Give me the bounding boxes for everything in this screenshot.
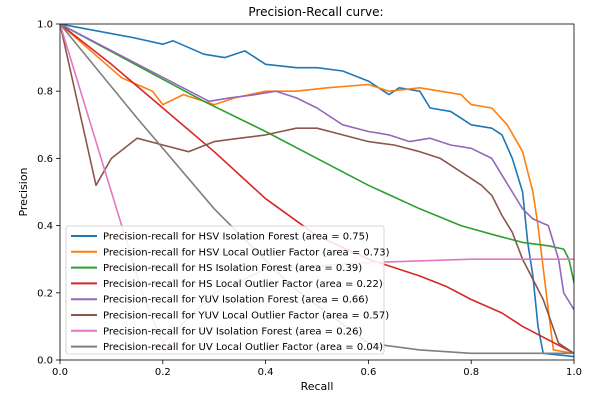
x-tick-label: 0.2 xyxy=(155,367,171,378)
legend-label: Precision-recall for HS Isolation Forest… xyxy=(103,263,362,274)
x-tick-label: 0.6 xyxy=(360,367,376,378)
series-line-5 xyxy=(60,24,574,311)
plot-frame xyxy=(59,23,575,361)
x-axis: 0.0 0.2 0.4 0.6 0.8 1.0 xyxy=(52,360,582,378)
legend-item: Precision-recall for HS Isolation Forest… xyxy=(71,263,362,274)
legend-box xyxy=(65,225,385,355)
y-tick-label: 0.6 xyxy=(37,154,53,165)
legend-label: Precision-recall for UV Isolation Forest… xyxy=(103,326,362,337)
y-tick-label: 0.2 xyxy=(37,288,53,299)
x-tick-label: 1.0 xyxy=(566,367,582,378)
legend-item: Precision-recall for HSV Isolation Fores… xyxy=(71,232,369,243)
legend-item: Precision-recall for YUV Isolation Fores… xyxy=(71,295,369,306)
legend-label: Precision-recall for UV Local Outlier Fa… xyxy=(103,342,383,353)
y-tick-label: 1.0 xyxy=(37,20,53,31)
legend-label: Precision-recall for HS Local Outlier Fa… xyxy=(103,279,383,290)
x-tick-label: 0.0 xyxy=(52,367,68,378)
series-line-4 xyxy=(60,24,574,355)
x-tick-label: 0.8 xyxy=(463,367,479,378)
legend-label: Precision-recall for HSV Isolation Fores… xyxy=(103,232,369,243)
legend-label: Precision-recall for YUV Isolation Fores… xyxy=(103,295,369,306)
legend: Precision-recall for HSV Isolation Fores… xyxy=(65,225,390,355)
x-tick-label: 0.4 xyxy=(258,367,274,378)
series-line-2 xyxy=(60,24,574,355)
legend-label: Precision-recall for HSV Local Outlier F… xyxy=(103,247,390,258)
y-tick-label: 0.4 xyxy=(37,221,53,232)
legend-item: Precision-recall for UV Isolation Forest… xyxy=(71,326,362,337)
legend-item: Precision-recall for HSV Local Outlier F… xyxy=(71,247,390,258)
series-line-6 xyxy=(60,24,574,354)
y-tick-label: 0.0 xyxy=(37,356,53,367)
y-axis: 0.0 0.2 0.4 0.6 0.8 1.0 xyxy=(37,20,60,367)
y-axis-title: Precision xyxy=(17,167,30,216)
legend-item: Precision-recall for UV Local Outlier Fa… xyxy=(71,342,383,353)
legend-item: Precision-recall for YUV Local Outlier F… xyxy=(71,311,389,322)
y-tick-label: 0.8 xyxy=(37,87,53,98)
legend-item: Precision-recall for HS Local Outlier Fa… xyxy=(71,279,383,290)
legend-label: Precision-recall for YUV Local Outlier F… xyxy=(103,311,389,322)
x-axis-title: Recall xyxy=(301,380,334,393)
chart-title: Precision-Recall curve: xyxy=(248,5,383,19)
series-line-3 xyxy=(60,24,574,283)
